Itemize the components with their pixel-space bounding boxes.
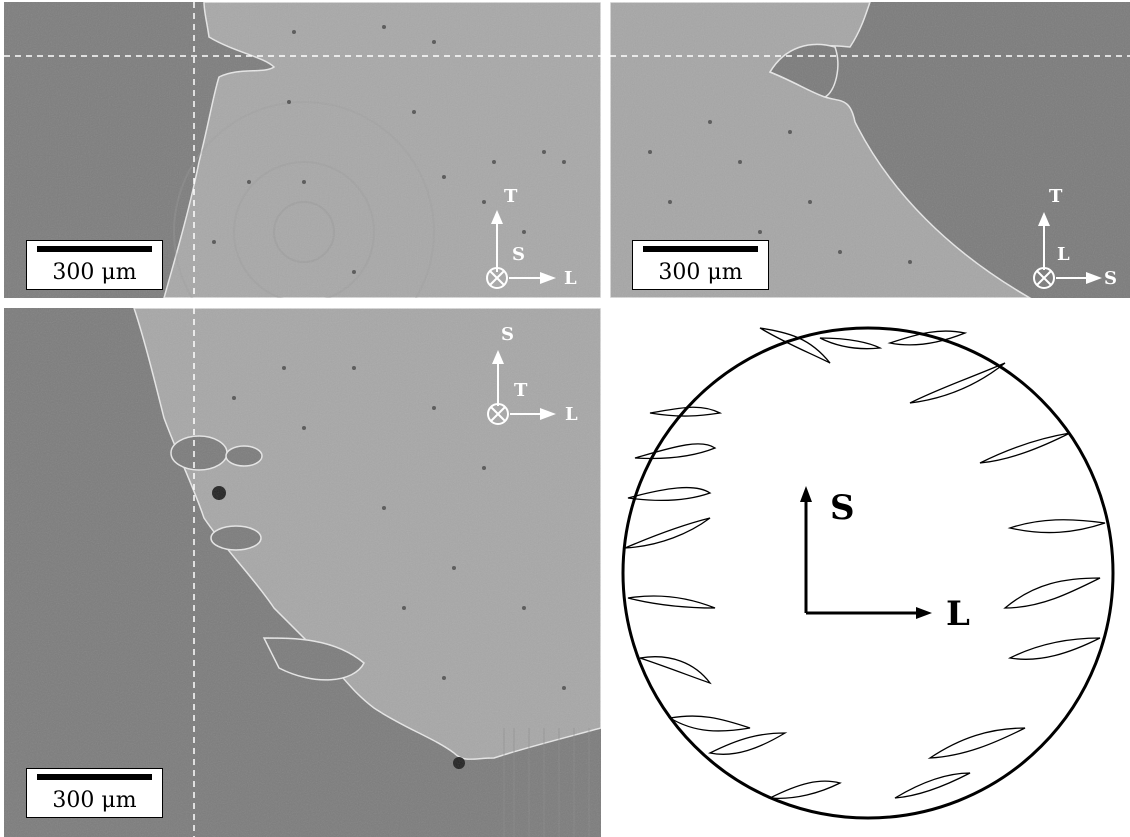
schematic-axis-label-up: S bbox=[830, 488, 855, 528]
schematic-axis-label-right: L bbox=[946, 594, 970, 634]
axis-label-up: T bbox=[504, 186, 518, 207]
schematic-svg bbox=[621, 326, 1115, 820]
micrograph-top-right-image bbox=[610, 2, 1130, 298]
scale-bar: 300 μm bbox=[26, 240, 163, 290]
scale-bar-label: 300 μm bbox=[52, 788, 137, 813]
scale-bar-label: 300 μm bbox=[658, 260, 743, 285]
axis-label-into: S bbox=[512, 244, 525, 265]
micrograph-bottom-left: 300 μm S T L bbox=[4, 308, 601, 837]
schematic-diagram: S L bbox=[610, 308, 1130, 837]
scale-bar-line bbox=[37, 774, 152, 780]
scale-bar: 300 μm bbox=[26, 768, 163, 818]
scale-bar: 300 μm bbox=[632, 240, 769, 290]
axis-label-into: T bbox=[514, 380, 528, 401]
axis-label-right: L bbox=[565, 404, 578, 425]
scale-bar-line bbox=[643, 246, 758, 252]
scale-bar-line bbox=[37, 246, 152, 252]
micrograph-top-left: 300 μm T S L bbox=[4, 2, 601, 298]
axis-label-up: S bbox=[501, 324, 514, 345]
axis-label-right: L bbox=[564, 268, 577, 289]
axis-label-into: L bbox=[1057, 244, 1070, 265]
micrograph-bottom-left-image bbox=[4, 308, 601, 837]
micrograph-top-right: 300 μm T L S bbox=[610, 2, 1130, 298]
scale-bar-label: 300 μm bbox=[52, 260, 137, 285]
axis-label-up: T bbox=[1049, 186, 1063, 207]
axis-label-right: S bbox=[1104, 268, 1117, 289]
